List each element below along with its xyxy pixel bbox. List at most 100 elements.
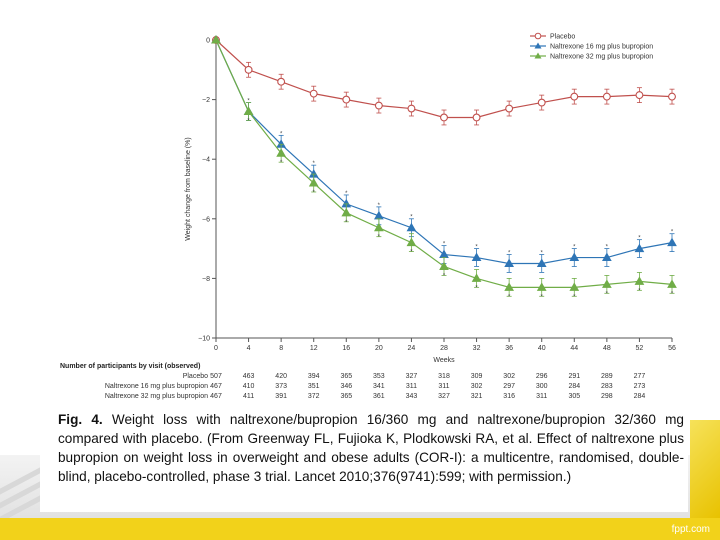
significance-mark: * xyxy=(280,160,283,166)
significance-mark: * xyxy=(443,273,446,279)
x-tick-label: 48 xyxy=(603,345,611,352)
significance-mark: * xyxy=(475,285,478,291)
significance-mark: * xyxy=(247,99,250,105)
figure-panel: 0 −2 −4 −6 −8 −10 0 4 8 12 16 20 24 28 32 36 40 44 48 52 56 W… xyxy=(40,22,688,512)
data-point-triangle xyxy=(536,282,547,291)
participants-count: 361 xyxy=(373,393,385,400)
figure-caption: Fig. 4. Weight loss with naltrexone/bupr… xyxy=(58,410,684,486)
legend-label: Naltrexone 16 mg plus bupropion xyxy=(550,44,653,51)
participants-count: 467 xyxy=(210,383,222,390)
significance-mark: * xyxy=(671,230,674,236)
significance-mark: * xyxy=(671,291,674,297)
x-tick-label: 20 xyxy=(375,345,383,352)
y-tick-label: 0 xyxy=(206,38,210,45)
participants-count: 311 xyxy=(406,383,417,390)
data-point-triangle xyxy=(406,222,417,232)
participants-count: 365 xyxy=(340,393,352,400)
participants-count: 291 xyxy=(568,373,580,380)
data-point-triangle xyxy=(243,106,254,116)
participants-count: 346 xyxy=(340,383,352,390)
participants-count: 365 xyxy=(340,373,352,380)
data-point-triangle xyxy=(471,252,482,262)
decorative-yellow-bar xyxy=(0,518,720,540)
x-axis-label: Weeks xyxy=(433,357,455,364)
participants-count: 394 xyxy=(308,373,320,380)
participants-count: 318 xyxy=(438,373,450,380)
significance-mark: * xyxy=(541,251,544,257)
participants-count: 372 xyxy=(308,393,320,400)
participants-count: 289 xyxy=(601,373,613,380)
data-point-placebo xyxy=(570,92,579,101)
y-tick-label: −8 xyxy=(202,276,210,283)
caption-text: Weight loss with naltrexone/bupropion 16… xyxy=(58,412,684,484)
x-tick-label: 56 xyxy=(668,345,676,352)
data-point-triangle xyxy=(504,258,515,267)
participants-count: 305 xyxy=(568,393,580,400)
participants-count: 410 xyxy=(243,383,255,390)
legend-marker xyxy=(534,32,542,40)
participants-count: 302 xyxy=(503,373,515,380)
legend-marker xyxy=(534,42,542,49)
significance-mark: * xyxy=(573,294,576,300)
data-point-placebo xyxy=(505,104,514,113)
participants-count: 311 xyxy=(536,393,547,400)
data-point-placebo xyxy=(407,104,416,113)
participants-count: 327 xyxy=(438,393,450,400)
significance-mark: * xyxy=(508,294,511,300)
participants-count: 373 xyxy=(275,383,287,390)
participants-count: 353 xyxy=(373,373,385,380)
data-point-triangle xyxy=(569,252,580,262)
x-tick-label: 16 xyxy=(342,345,350,352)
x-tick-label: 28 xyxy=(440,345,448,352)
data-point-placebo xyxy=(635,91,644,100)
participants-count: 341 xyxy=(373,383,385,390)
data-point-placebo xyxy=(440,113,448,122)
participants-count: 298 xyxy=(601,393,613,400)
data-point-triangle xyxy=(601,252,612,262)
significance-mark: * xyxy=(313,190,316,196)
data-point-triangle xyxy=(439,261,449,270)
x-tick-label: 0 xyxy=(214,345,218,352)
legend-label: Naltrexone 32 mg plus bupropion xyxy=(550,54,653,61)
significance-mark: * xyxy=(606,245,609,251)
x-tick-label: 44 xyxy=(570,345,578,352)
data-point-triangle xyxy=(667,237,677,247)
significance-mark: * xyxy=(410,250,413,256)
data-point-triangle xyxy=(634,243,645,253)
data-point-placebo xyxy=(537,98,546,107)
significance-mark: * xyxy=(475,245,478,251)
data-point-placebo xyxy=(277,77,286,86)
participants-count: 273 xyxy=(634,383,646,390)
participants-count: 302 xyxy=(471,383,483,390)
data-point-triangle xyxy=(471,273,482,282)
participants-count: 321 xyxy=(471,393,483,400)
participants-count: 411 xyxy=(243,393,254,400)
data-point-triangle xyxy=(341,207,352,217)
participants-count: 283 xyxy=(601,383,613,390)
weight-change-chart: 0−2−4−6−8−100 4 8 12 16 20 24 28 32 36 40 44 48 52 56W… xyxy=(60,32,677,400)
significance-mark: * xyxy=(443,242,446,248)
participants-row-label: Naltrexone 16 mg plus bupropion xyxy=(105,383,208,390)
data-point-triangle xyxy=(536,258,547,267)
participants-row-label: Placebo xyxy=(183,373,208,380)
data-point-placebo xyxy=(244,65,253,74)
x-tick-label: 8 xyxy=(279,345,283,352)
data-point-triangle xyxy=(276,148,287,157)
y-tick-label: −4 xyxy=(202,157,210,164)
participants-count: 327 xyxy=(406,373,418,380)
x-tick-label: 36 xyxy=(505,345,513,352)
data-point-triangle xyxy=(373,222,384,232)
significance-mark: * xyxy=(345,191,348,197)
legend-marker xyxy=(534,52,542,59)
data-point-triangle xyxy=(667,279,677,288)
participants-count: 507 xyxy=(210,373,222,380)
legend-label: Placebo xyxy=(550,34,575,41)
participants-count: 316 xyxy=(503,393,515,400)
significance-mark: * xyxy=(378,203,381,209)
significance-mark: * xyxy=(280,131,283,137)
data-point-placebo xyxy=(602,92,611,101)
y-tick-label: −10 xyxy=(198,336,210,343)
data-point-triangle xyxy=(504,282,515,291)
participants-count: 284 xyxy=(634,393,646,400)
participants-count: 284 xyxy=(568,383,580,390)
